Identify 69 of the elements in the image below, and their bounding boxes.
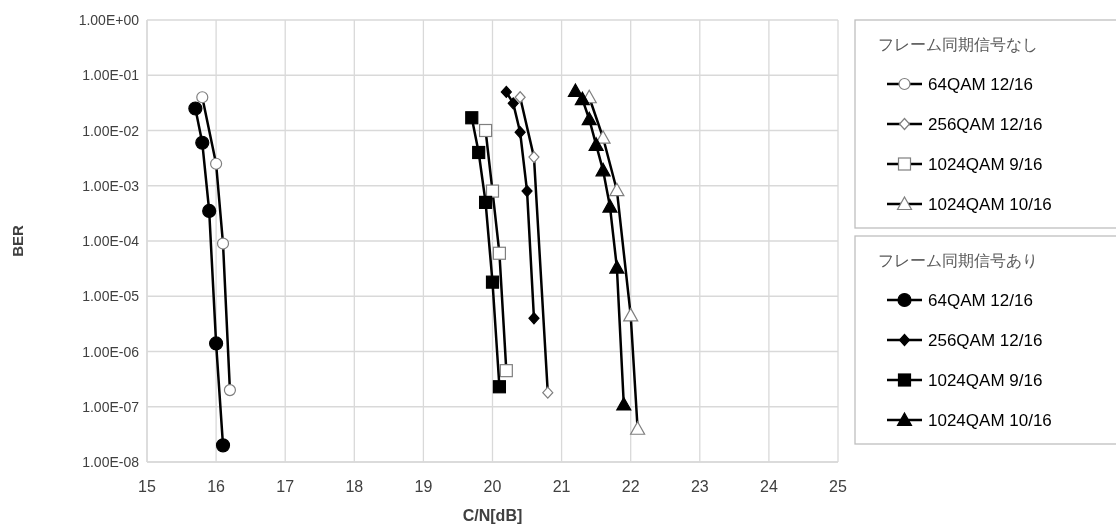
legend-label: 256QAM 12/16	[928, 115, 1043, 134]
point	[223, 384, 237, 397]
legend-label: 1024QAM 9/16	[928, 371, 1043, 390]
point	[574, 91, 590, 106]
legend-label: 256QAM 12/16	[928, 331, 1043, 350]
point	[616, 396, 632, 411]
point	[623, 307, 639, 322]
point	[209, 336, 224, 351]
y-tick-label: 1.00E-07	[82, 398, 140, 415]
point	[492, 380, 507, 394]
text: フレーム同期信号なし	[878, 36, 1038, 53]
x-tick-label: 17	[276, 478, 295, 495]
point	[472, 145, 486, 160]
point	[202, 203, 217, 219]
point	[630, 421, 646, 435]
x-tick-label: 21	[552, 478, 571, 495]
x-tick-label: 25	[829, 478, 847, 495]
point	[478, 123, 493, 138]
point	[602, 198, 618, 213]
point	[499, 364, 513, 378]
point	[195, 135, 210, 150]
legend-label: 1024QAM 9/16	[928, 155, 1043, 174]
y-tick-label: 1.00E-04	[82, 233, 140, 249]
point	[210, 157, 223, 170]
x-tick-label: 23	[690, 478, 709, 495]
point	[465, 111, 479, 125]
point	[507, 97, 519, 110]
point	[528, 151, 540, 164]
y-tick-label: 1.00E-05	[82, 288, 140, 305]
point	[514, 126, 526, 139]
x-tick-label: 18	[345, 478, 364, 495]
point	[492, 246, 507, 260]
x-axis-title: C/N[dB]	[462, 507, 523, 524]
legend-label: 1024QAM 10/16	[928, 411, 1052, 430]
x-tick-label: 22	[621, 478, 640, 495]
point	[588, 137, 604, 151]
x-tick-label: 20	[483, 478, 502, 495]
x-tick-label: 24	[760, 478, 778, 495]
point	[196, 91, 209, 104]
y-tick-label: 1.00E-02	[82, 122, 140, 139]
point	[595, 130, 611, 144]
point	[500, 85, 512, 98]
point	[514, 91, 526, 104]
point	[595, 162, 611, 177]
y-axis-title: BER	[9, 225, 26, 257]
point	[215, 438, 231, 453]
point	[478, 195, 493, 209]
y-tick-label: 1.00E-01	[82, 67, 140, 84]
point	[609, 182, 625, 197]
point	[609, 260, 625, 274]
x-tick-label: 19	[414, 478, 433, 495]
x-tick-label: 16	[207, 478, 226, 495]
legend-label: 1024QAM 10/16	[928, 195, 1052, 214]
legend-label: 64QAM 12/16	[928, 291, 1033, 310]
x-tick-label: 15	[138, 478, 156, 495]
point	[485, 275, 500, 289]
point	[521, 185, 533, 198]
point	[188, 101, 203, 116]
text: フレーム同期信号あり	[878, 252, 1038, 269]
point	[216, 237, 230, 250]
legend-label: 64QAM 12/16	[928, 75, 1033, 94]
y-tick-label: 1.00E+00	[78, 12, 140, 28]
y-tick-label: 1.00E-03	[82, 177, 140, 194]
y-tick-label: 1.00E-08	[82, 454, 140, 470]
point	[581, 111, 597, 126]
point	[542, 386, 554, 399]
point	[485, 184, 500, 198]
point	[528, 312, 540, 325]
y-tick-label: 1.00E-06	[82, 343, 140, 360]
